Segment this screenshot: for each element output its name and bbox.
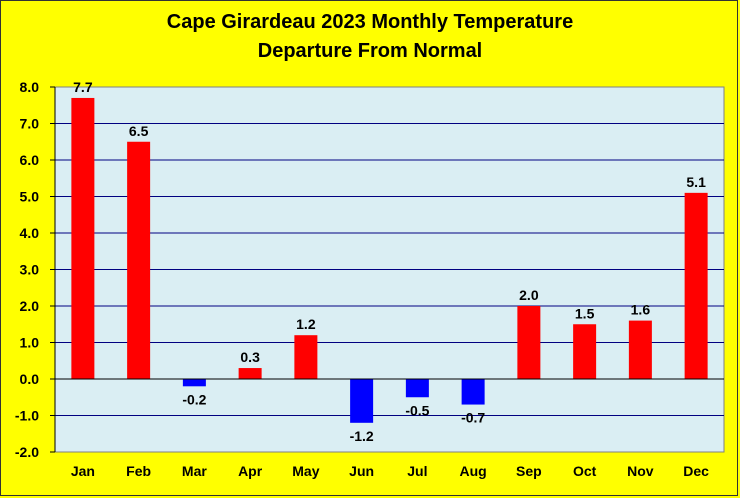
x-tick-label: Jul: [407, 463, 427, 479]
data-label: -0.2: [182, 391, 206, 407]
bar: [405, 379, 429, 398]
data-label: -0.7: [461, 410, 485, 426]
x-tick-label: Nov: [627, 463, 654, 479]
y-tick-label: 8.0: [20, 79, 40, 95]
data-label: 0.3: [240, 349, 260, 365]
x-tick-label: May: [292, 463, 319, 479]
x-tick-label: Dec: [683, 463, 709, 479]
bar: [517, 306, 541, 379]
y-tick-label: 1.0: [20, 335, 40, 351]
y-tick-label: 6.0: [20, 152, 40, 168]
x-tick-label: Apr: [238, 463, 263, 479]
bar: [182, 379, 206, 387]
data-label: 2.0: [519, 287, 539, 303]
bar: [573, 324, 597, 379]
data-label: 6.5: [129, 123, 149, 139]
y-tick-label: 5.0: [20, 189, 40, 205]
bar: [684, 192, 708, 379]
data-label: -1.2: [350, 428, 374, 444]
bar: [71, 97, 95, 379]
x-tick-label: Feb: [126, 463, 151, 479]
y-tick-label: 0.0: [20, 371, 40, 387]
x-tick-label: Jun: [349, 463, 374, 479]
x-tick-label: Mar: [182, 463, 207, 479]
x-tick-label: Aug: [460, 463, 487, 479]
y-tick-label: -2.0: [15, 444, 39, 460]
bar: [350, 379, 374, 423]
bar: [461, 379, 485, 405]
y-tick-label: 4.0: [20, 225, 40, 241]
data-label: 1.2: [296, 316, 316, 332]
y-tick-label: 3.0: [20, 262, 40, 278]
x-tick-label: Oct: [573, 463, 597, 479]
bar: [628, 320, 652, 379]
y-tick-label: 2.0: [20, 298, 40, 314]
data-label: 1.5: [575, 305, 595, 321]
chart-title: Cape Girardeau 2023 Monthly Temperature: [166, 11, 574, 33]
y-tick-label: 7.0: [20, 116, 40, 132]
bar: [127, 141, 151, 379]
data-label: 5.1: [686, 174, 706, 190]
chart-subtitle: Departure From Normal: [257, 40, 483, 62]
data-label: -0.5: [405, 402, 429, 418]
x-tick-label: Jan: [71, 463, 95, 479]
bar: [238, 368, 262, 379]
data-label: 1.6: [631, 302, 651, 318]
bar: [294, 335, 318, 379]
x-tick-label: Sep: [516, 463, 542, 479]
y-tick-label: -1.0: [15, 408, 39, 424]
data-label: 7.7: [73, 79, 93, 95]
